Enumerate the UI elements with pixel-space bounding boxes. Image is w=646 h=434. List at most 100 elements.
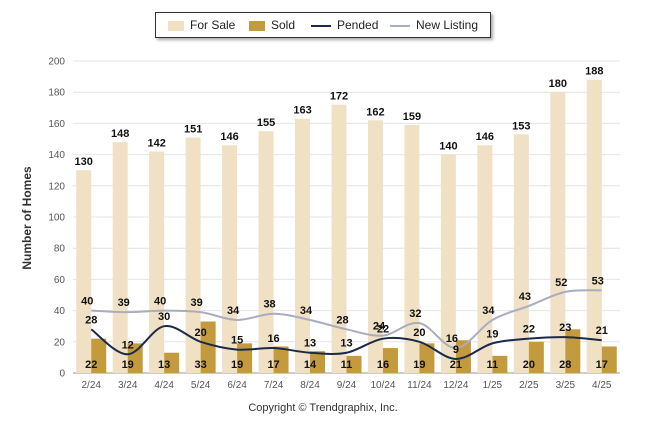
pended-value-label: 15 bbox=[231, 335, 243, 347]
legend-item-pended[interactable]: Pended bbox=[311, 18, 378, 32]
new-listing-value-label: 40 bbox=[81, 296, 93, 308]
for-sale-bar bbox=[404, 124, 420, 374]
for-sale-value-label: 142 bbox=[147, 137, 165, 149]
sold-value-label: 13 bbox=[158, 359, 170, 371]
new-listing-line bbox=[91, 289, 602, 350]
sold-value-label: 16 bbox=[377, 359, 389, 371]
sold-value-label: 11 bbox=[487, 359, 499, 371]
x-tick-label: 2/25 bbox=[519, 380, 539, 391]
y-axis-label: Number of Homes bbox=[20, 166, 34, 270]
x-tick-label: 11/24 bbox=[407, 380, 432, 391]
legend-item-new-listing[interactable]: New Listing bbox=[390, 18, 478, 32]
for-sale-value-label: 148 bbox=[111, 128, 129, 140]
for-sale-bar bbox=[440, 154, 456, 373]
x-tick-label: 4/24 bbox=[154, 380, 174, 391]
sold-value-label: 19 bbox=[413, 359, 425, 371]
sold-value-label: 17 bbox=[596, 359, 608, 371]
for-sale-bar bbox=[331, 104, 347, 374]
sold-bar bbox=[310, 351, 326, 373]
pended-value-label: 13 bbox=[304, 338, 316, 350]
for-sale-value-label: 151 bbox=[184, 123, 202, 135]
for-sale-bar bbox=[367, 120, 383, 373]
for-sale-value-label: 180 bbox=[549, 78, 567, 90]
for-sale-value-label: 146 bbox=[220, 131, 238, 143]
sold-value-label: 14 bbox=[304, 359, 317, 371]
sold-value-label: 11 bbox=[341, 359, 353, 371]
pended-value-label: 28 bbox=[85, 314, 97, 326]
sold-bar bbox=[492, 355, 508, 373]
y-tick-label: 160 bbox=[48, 119, 65, 130]
sold-bar bbox=[91, 338, 107, 373]
for-sale-bar bbox=[185, 137, 201, 373]
for-sale-bar bbox=[149, 151, 165, 373]
legend-item-for-sale[interactable]: For Sale bbox=[168, 18, 235, 32]
new-listing-value-label: 34 bbox=[482, 305, 495, 317]
x-tick-label: 10/24 bbox=[370, 380, 395, 391]
x-tick-label: 7/24 bbox=[264, 380, 284, 391]
for-sale-bar bbox=[550, 92, 566, 373]
sold-value-label: 21 bbox=[450, 359, 462, 371]
pended-value-label: 22 bbox=[523, 324, 535, 336]
for-sale-bar bbox=[477, 145, 493, 373]
sold-bar bbox=[164, 352, 180, 373]
pended-value-label: 23 bbox=[559, 322, 571, 334]
x-tick-label: 3/25 bbox=[556, 380, 576, 391]
sold-bar bbox=[601, 346, 617, 373]
for-sale-value-label: 159 bbox=[403, 111, 421, 123]
pended-value-label: 21 bbox=[596, 325, 608, 337]
new-listing-value-label: 53 bbox=[592, 275, 604, 287]
legend-item-sold[interactable]: Sold bbox=[249, 18, 295, 32]
sold-value-label: 22 bbox=[85, 359, 97, 371]
for-sale-value-label: 162 bbox=[366, 106, 384, 118]
pended-value-label: 9 bbox=[453, 344, 459, 356]
new-listing-swatch bbox=[390, 24, 410, 27]
sold-bar bbox=[565, 329, 581, 373]
legend: For Sale Sold Pended New Listing bbox=[155, 12, 491, 38]
y-tick-label: 20 bbox=[54, 337, 66, 348]
pended-value-label: 19 bbox=[486, 328, 498, 340]
y-tick-label: 120 bbox=[48, 181, 65, 192]
y-tick-label: 60 bbox=[54, 275, 66, 286]
y-tick-label: 40 bbox=[54, 306, 66, 317]
sold-value-label: 19 bbox=[231, 359, 243, 371]
pended-value-label: 20 bbox=[195, 327, 207, 339]
for-sale-swatch bbox=[168, 20, 184, 31]
legend-for-sale-label: For Sale bbox=[190, 18, 236, 32]
x-tick-label: 5/24 bbox=[191, 380, 211, 391]
sold-value-label: 19 bbox=[122, 359, 134, 371]
sold-bar bbox=[237, 343, 253, 373]
pended-value-label: 30 bbox=[158, 311, 170, 323]
sold-value-label: 33 bbox=[195, 359, 207, 371]
for-sale-bar bbox=[586, 79, 602, 373]
y-tick-label: 180 bbox=[48, 88, 65, 99]
copyright-text: Copyright © Trendgraphix, Inc. bbox=[248, 402, 398, 414]
sold-value-label: 20 bbox=[523, 359, 535, 371]
new-listing-value-label: 32 bbox=[409, 308, 421, 320]
sold-value-label: 28 bbox=[559, 359, 571, 371]
for-sale-bar bbox=[295, 118, 311, 373]
lines bbox=[90, 289, 602, 360]
y-tick-label: 200 bbox=[48, 57, 65, 68]
sold-bar bbox=[273, 346, 289, 373]
sold-bar bbox=[528, 341, 544, 373]
y-tick-label: 0 bbox=[59, 369, 65, 380]
pended-value-label: 13 bbox=[340, 338, 352, 350]
new-listing-value-label: 43 bbox=[519, 291, 531, 303]
x-tick-label: 8/24 bbox=[300, 380, 320, 391]
for-sale-value-label: 146 bbox=[476, 131, 494, 143]
x-tick-label: 1/25 bbox=[483, 380, 503, 391]
x-tick-label: 4/25 bbox=[592, 380, 612, 391]
new-listing-value-label: 39 bbox=[118, 297, 130, 309]
for-sale-value-label: 130 bbox=[75, 156, 93, 168]
new-listing-value-label: 34 bbox=[227, 305, 240, 317]
for-sale-value-label: 140 bbox=[439, 141, 457, 153]
y-tick-label: 100 bbox=[48, 213, 65, 224]
pended-swatch bbox=[311, 24, 331, 27]
y-tick-label: 80 bbox=[54, 244, 66, 255]
pended-value-label: 16 bbox=[267, 333, 279, 345]
for-sale-bar bbox=[222, 145, 238, 373]
new-listing-value-label: 28 bbox=[336, 314, 348, 326]
for-sale-bar bbox=[258, 131, 274, 373]
pended-value-label: 12 bbox=[122, 339, 134, 351]
